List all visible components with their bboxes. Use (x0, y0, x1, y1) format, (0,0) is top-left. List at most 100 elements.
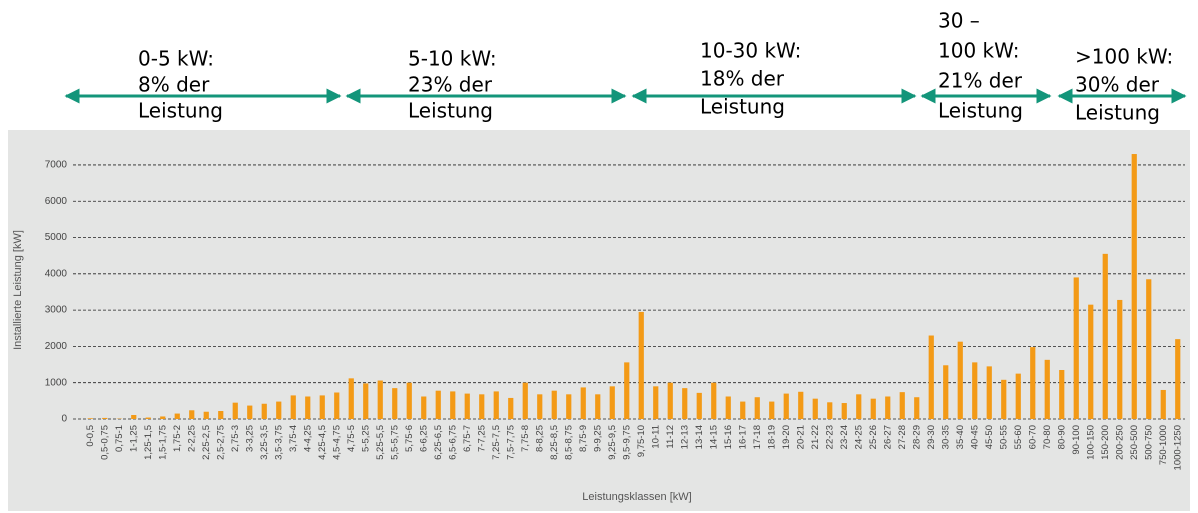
y-tick-label: 2000 (45, 341, 68, 352)
bar (798, 391, 804, 419)
bar (595, 394, 601, 419)
bar (334, 392, 340, 419)
bar (841, 403, 847, 419)
x-tick-label: 9,75-10 (636, 425, 647, 457)
bar (1175, 339, 1181, 419)
y-tick-label: 7000 (45, 160, 68, 171)
x-tick-label: 6-6,25 (418, 425, 429, 452)
bar (1044, 359, 1050, 419)
y-tick-label: 0 (61, 414, 67, 425)
annotation-text: 100 kW: (938, 39, 1019, 63)
bar (348, 378, 354, 419)
bar (972, 362, 978, 419)
bar (435, 390, 441, 419)
bar (667, 382, 673, 419)
x-tick-label: 7,5-7,75 (505, 425, 516, 460)
annotation-text: Leistung (700, 95, 785, 119)
bar (479, 394, 485, 419)
y-tick-label: 3000 (45, 305, 68, 316)
x-tick-label: 35-40 (955, 425, 966, 449)
bar (305, 396, 311, 419)
bar (508, 397, 514, 419)
x-tick-label: 100-150 (1085, 425, 1096, 460)
bar (1131, 154, 1137, 419)
annotation-text: 30% der (1075, 73, 1160, 97)
bar (1015, 373, 1021, 419)
x-tick-label: 2,75-3 (230, 425, 241, 452)
bar (1073, 277, 1079, 419)
bar (1102, 253, 1108, 419)
x-tick-label: 9-9,25 (592, 425, 603, 452)
x-tick-label: 60-70 (1027, 425, 1038, 449)
x-tick-label: 250-500 (1129, 425, 1140, 460)
x-tick-label: 10-11 (650, 425, 661, 449)
bar (696, 392, 702, 419)
x-tick-label: 11-12 (665, 425, 676, 449)
y-tick-label: 1000 (45, 377, 68, 388)
x-tick-label: 0,5-0,75 (99, 425, 110, 460)
bar (957, 341, 963, 419)
bar (899, 392, 905, 419)
bar (276, 401, 282, 419)
bar (392, 388, 398, 419)
x-tick-label: 14-15 (708, 425, 719, 449)
bar (783, 393, 789, 419)
x-tick-label: 8,25-8,5 (549, 425, 560, 460)
x-tick-label: 30-35 (940, 425, 951, 449)
bar (1001, 379, 1007, 419)
x-tick-label: 750-1000 (1158, 425, 1169, 465)
bar (725, 396, 731, 419)
x-tick-label: 500-750 (1143, 425, 1154, 460)
annotation-text: Leistung (408, 99, 493, 123)
x-tick-label: 9,25-9,5 (607, 425, 618, 460)
x-tick-label: 1,75-2 (172, 425, 183, 452)
x-tick-label: 19-20 (781, 425, 792, 449)
bar (247, 405, 253, 419)
bar (522, 382, 528, 419)
bar (1030, 347, 1036, 419)
x-tick-label: 4,5-4,75 (331, 425, 342, 460)
bar (493, 391, 499, 419)
annotation-text: Leistung (938, 99, 1023, 123)
x-tick-label: 23-24 (839, 425, 850, 449)
annotation-text: 5-10 kW: (408, 47, 497, 71)
x-tick-label: 1,5-1,75 (157, 425, 168, 460)
x-tick-label: 25-26 (868, 425, 879, 449)
x-tick-label: 5,5-5,75 (389, 425, 400, 460)
bar (160, 416, 166, 419)
bar (914, 397, 920, 419)
y-tick-label: 6000 (45, 196, 68, 207)
x-tick-label: 28-29 (911, 425, 922, 449)
bar (290, 395, 296, 419)
bar (189, 410, 195, 419)
bar (464, 393, 470, 419)
x-tick-label: 80-90 (1056, 425, 1067, 449)
bar (1117, 299, 1123, 419)
annotation-text: 21% der (938, 69, 1023, 93)
x-tick-label: 3-3,25 (244, 425, 255, 452)
x-tick-label: 27-28 (897, 425, 908, 449)
annotation-text: 8% der (138, 73, 210, 97)
x-tick-label: 200-250 (1114, 425, 1125, 460)
bar (1146, 279, 1152, 419)
bar (856, 394, 862, 419)
bar (986, 366, 992, 419)
bar (406, 382, 412, 419)
x-tick-label: 5-5,25 (360, 425, 371, 452)
bar (682, 388, 688, 419)
bar (377, 380, 383, 419)
x-tick-label: 3,25-3,5 (259, 425, 270, 460)
x-tick-label: 4,75-5 (346, 425, 357, 452)
x-tick-label: 13-14 (694, 425, 705, 449)
x-tick-label: 1-1,25 (128, 425, 139, 452)
bar (1160, 389, 1166, 419)
x-tick-label: 2,5-2,75 (215, 425, 226, 460)
x-tick-label: 7,75-8 (520, 425, 531, 452)
y-axis-label: Installierte Leistung [kW] (12, 230, 24, 350)
bar (580, 387, 586, 419)
x-tick-label: 150-200 (1100, 425, 1111, 460)
bar (566, 394, 572, 419)
bar (450, 391, 456, 419)
x-tick-label: 0,75-1 (114, 425, 125, 452)
x-tick-label: 18-19 (766, 425, 777, 449)
